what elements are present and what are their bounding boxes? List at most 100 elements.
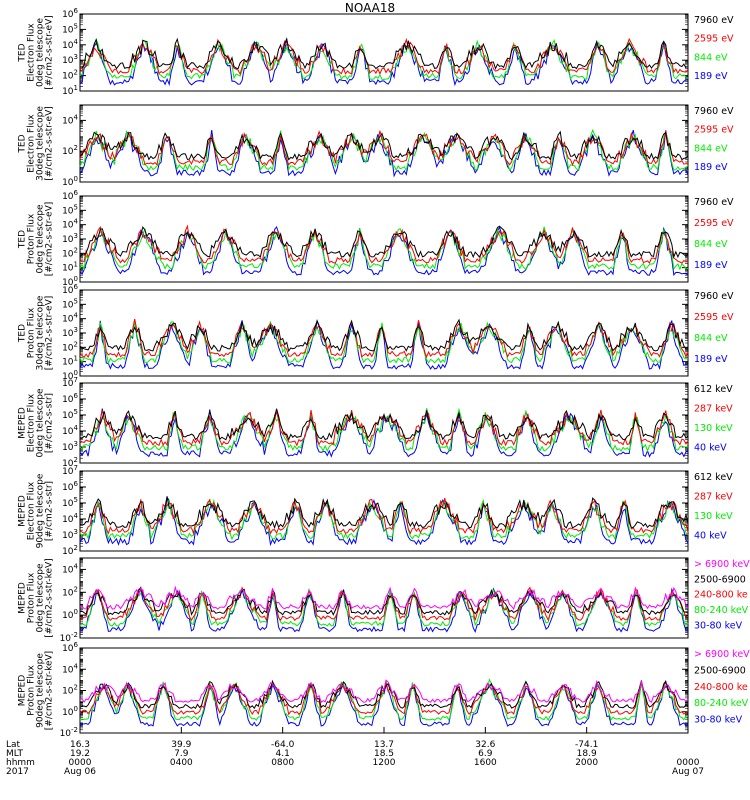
x-tick-label: -74.1 (575, 740, 598, 750)
x-tick-label: 4.1 (276, 749, 290, 759)
y-axis-label: TEDProton Flux0deg telescope[#/cm2-s-str… (18, 202, 55, 277)
series-line (80, 408, 689, 441)
x-row-label: 2017 (6, 767, 29, 777)
x-tick-label: 1600 (474, 758, 497, 768)
panel-1: 101 102 103 104 105 106 TEDElectron Flux0deg t… (18, 7, 735, 97)
series-line (79, 225, 689, 276)
legend-entry: 844 eV (694, 52, 728, 63)
legend-entry: 80-240 keV (694, 605, 749, 616)
series-line (79, 681, 689, 727)
legend-entry: 612 keV (694, 384, 733, 395)
x-tick-label: 18.5 (374, 749, 394, 759)
legend-entry: > 6900 keV (694, 649, 750, 660)
legend-entry: 40 keV (694, 530, 727, 541)
legend-entry: 189 eV (694, 354, 728, 365)
y-tick-label: 102 (62, 246, 78, 259)
legend-entry: 30-80 keV (694, 715, 743, 726)
y-tick-label: 102 (62, 340, 78, 353)
y-tick-label: 105 (62, 297, 78, 310)
y-tick-label: 10-2 (60, 726, 78, 739)
legend-entry: 130 keV (694, 423, 733, 434)
y-tick-label: 102 (62, 544, 78, 557)
legend-entry: 2595 eV (694, 312, 734, 323)
legend-entry: 30-80 keV (694, 620, 743, 631)
legend-entry: 2595 eV (694, 125, 734, 136)
y-tick-label: 106 (62, 392, 78, 405)
y-tick-label: 102 (62, 144, 78, 157)
x-tick-label: 2000 (575, 758, 598, 768)
legend-entry: 7960 eV (694, 15, 734, 26)
x-tick-label: Aug 07 (672, 767, 704, 777)
y-tick-label: 103 (62, 232, 78, 245)
y-tick-label: 105 (62, 203, 78, 216)
series-line (79, 130, 689, 167)
panel-frame (79, 382, 689, 464)
x-tick-label: 0000 (677, 758, 700, 768)
series-line (79, 224, 689, 264)
x-tick-label: 13.7 (374, 740, 394, 750)
series-line (79, 585, 689, 611)
series-line (79, 225, 689, 259)
y-tick-label: 105 (62, 22, 78, 35)
y-tick-label: 100 (62, 175, 78, 188)
y-tick-label: 100 (62, 608, 78, 621)
panel-2: 100 102 104 TEDElectron Flux30deg telescope… (18, 104, 734, 188)
legend-entry: > 6900 keV (694, 559, 750, 570)
legend-entry: 844 eV (694, 333, 728, 344)
y-axis-label: TEDProton Flux30deg telescope[#/cm2-s-st… (18, 295, 55, 370)
legend-entry: 7960 eV (694, 291, 734, 302)
series-line (79, 226, 689, 271)
x-tick-label: Aug 06 (64, 767, 96, 777)
x-tick-label: 19.2 (70, 749, 90, 759)
legend-entry: 2500-6900 (694, 574, 746, 585)
series-line (79, 38, 689, 81)
legend-entry: 80-240 keV (694, 698, 749, 709)
y-tick-label: 104 (62, 218, 78, 231)
x-row-label: MLT (6, 749, 24, 759)
series-line (79, 37, 689, 70)
series-line (79, 130, 689, 161)
y-tick-label: 103 (62, 528, 78, 541)
legend-entry: 844 eV (694, 239, 728, 250)
series-line (79, 679, 689, 704)
y-tick-label: 101 (62, 355, 78, 368)
x-tick-label: 16.3 (70, 740, 90, 750)
y-tick-label: 100 (62, 705, 78, 718)
y-tick-label: 103 (62, 326, 78, 339)
y-tick-label: 102 (62, 585, 78, 598)
legend-entry: 189 eV (694, 71, 728, 82)
y-tick-label: 102 (62, 684, 78, 697)
y-tick-label: 104 (62, 512, 78, 525)
y-tick-label: 104 (62, 562, 78, 575)
x-tick-label: 0400 (170, 758, 193, 768)
series-line (79, 496, 689, 530)
y-axis-label: MEPEDProton Flux0deg telescope[#/cm2-s-s… (18, 558, 55, 637)
y-tick-label: 103 (62, 53, 78, 66)
y-tick-label: 106 (62, 480, 78, 493)
series-line (79, 128, 689, 172)
x-tick-label: 18.9 (577, 749, 597, 759)
y-tick-label: 101 (62, 261, 78, 274)
legend-entry: 189 eV (694, 162, 728, 173)
series-line (79, 318, 689, 353)
y-tick-label: 103 (62, 440, 78, 453)
legend-entry: 287 keV (694, 403, 733, 414)
y-tick-label: 101 (62, 84, 78, 97)
x-tick-label: 6.9 (478, 749, 493, 759)
legend-entry: 240-800 ke (694, 682, 748, 693)
series-line (79, 408, 689, 458)
y-axis-label: MEPEDElectron Flux90deg telescope[#/cm2-… (18, 473, 55, 548)
y-tick-label: 105 (62, 496, 78, 509)
legend-entry: 7960 eV (694, 197, 734, 208)
y-tick-label: 104 (62, 662, 78, 675)
panel-frame (79, 470, 689, 552)
legend-entry: 2500-6900 (694, 665, 746, 676)
y-axis-label: MEPEDProton Flux90deg telescope[#/cm2-s-… (18, 651, 55, 730)
legend-entry: 189 eV (694, 260, 728, 271)
y-tick-label: 104 (62, 38, 78, 51)
panel-frame (79, 104, 689, 183)
y-tick-label: 104 (62, 424, 78, 437)
